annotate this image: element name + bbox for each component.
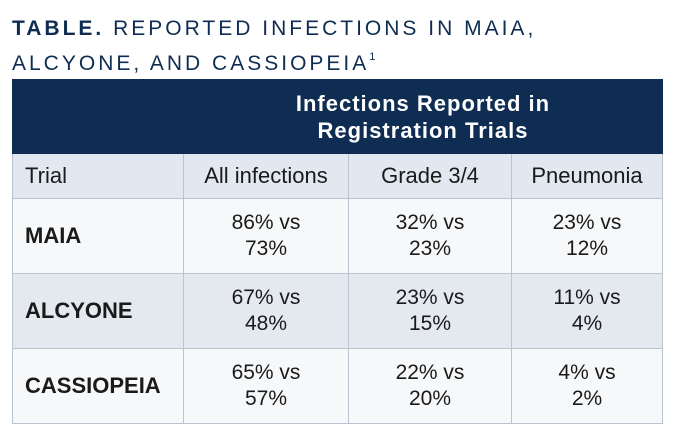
cell-grade-3-4: 22% vs 20% (348, 348, 512, 424)
cell-grade-3-4: 23% vs 15% (348, 273, 512, 349)
cell-grade-3-4: 32% vs 23% (348, 198, 512, 274)
column-header-all-infections: All infections (183, 153, 349, 199)
table-row: CASSIOPEIA 65% vs 57% 22% vs 20% 4% vs 2… (12, 348, 664, 424)
column-header-grade-3-4: Grade 3/4 (348, 153, 512, 199)
cell-text: 86% vs 73% (231, 211, 301, 260)
caption-title: REPORTED INFECTIONS IN MAIA, ALCYONE, AN… (12, 17, 537, 75)
cell-text: 4% vs 2% (558, 361, 616, 410)
caption-lead: TABLE. (12, 17, 105, 40)
group-header-text: Infections Reported in Registration Tria… (295, 90, 551, 143)
cell-all-infections: 65% vs 57% (183, 348, 349, 424)
column-header-trial: Trial (12, 153, 184, 199)
column-header-row: Trial All infections Grade 3/4 Pneumonia (12, 153, 664, 199)
trial-name: CASSIOPEIA (12, 348, 184, 424)
cell-text: 23% vs 12% (552, 211, 622, 260)
cell-all-infections: 86% vs 73% (183, 198, 349, 274)
cell-text: 22% vs 20% (395, 361, 465, 410)
cell-text: 65% vs 57% (231, 361, 301, 410)
infections-table: Infections Reported in Registration Tria… (12, 79, 664, 424)
trial-name: MAIA (12, 198, 184, 274)
cell-pneumonia: 23% vs 12% (510, 198, 664, 274)
table-row: ALCYONE 67% vs 48% 23% vs 15% 11% vs 4% (12, 273, 664, 349)
table-row: MAIA 86% vs 73% 32% vs 23% 23% vs 12% (12, 198, 664, 274)
group-header-spacer (12, 79, 184, 154)
cell-all-infections: 67% vs 48% (183, 273, 349, 349)
cell-text: 32% vs 23% (395, 211, 465, 260)
cell-text: 11% vs 4% (553, 286, 621, 335)
group-header-row: Infections Reported in Registration Tria… (12, 79, 664, 154)
cell-pneumonia: 11% vs 4% (510, 273, 664, 349)
table-caption: TABLE. REPORTED INFECTIONS IN MAIA, ALCY… (12, 14, 662, 79)
column-header-pneumonia: Pneumonia (510, 153, 664, 199)
group-header-title: Infections Reported in Registration Tria… (182, 79, 664, 154)
cell-text: 23% vs 15% (395, 286, 465, 335)
cell-pneumonia: 4% vs 2% (510, 348, 664, 424)
caption-footnote-marker: 1 (369, 51, 376, 63)
cell-text: 67% vs 48% (231, 286, 301, 335)
trial-name: ALCYONE (12, 273, 184, 349)
